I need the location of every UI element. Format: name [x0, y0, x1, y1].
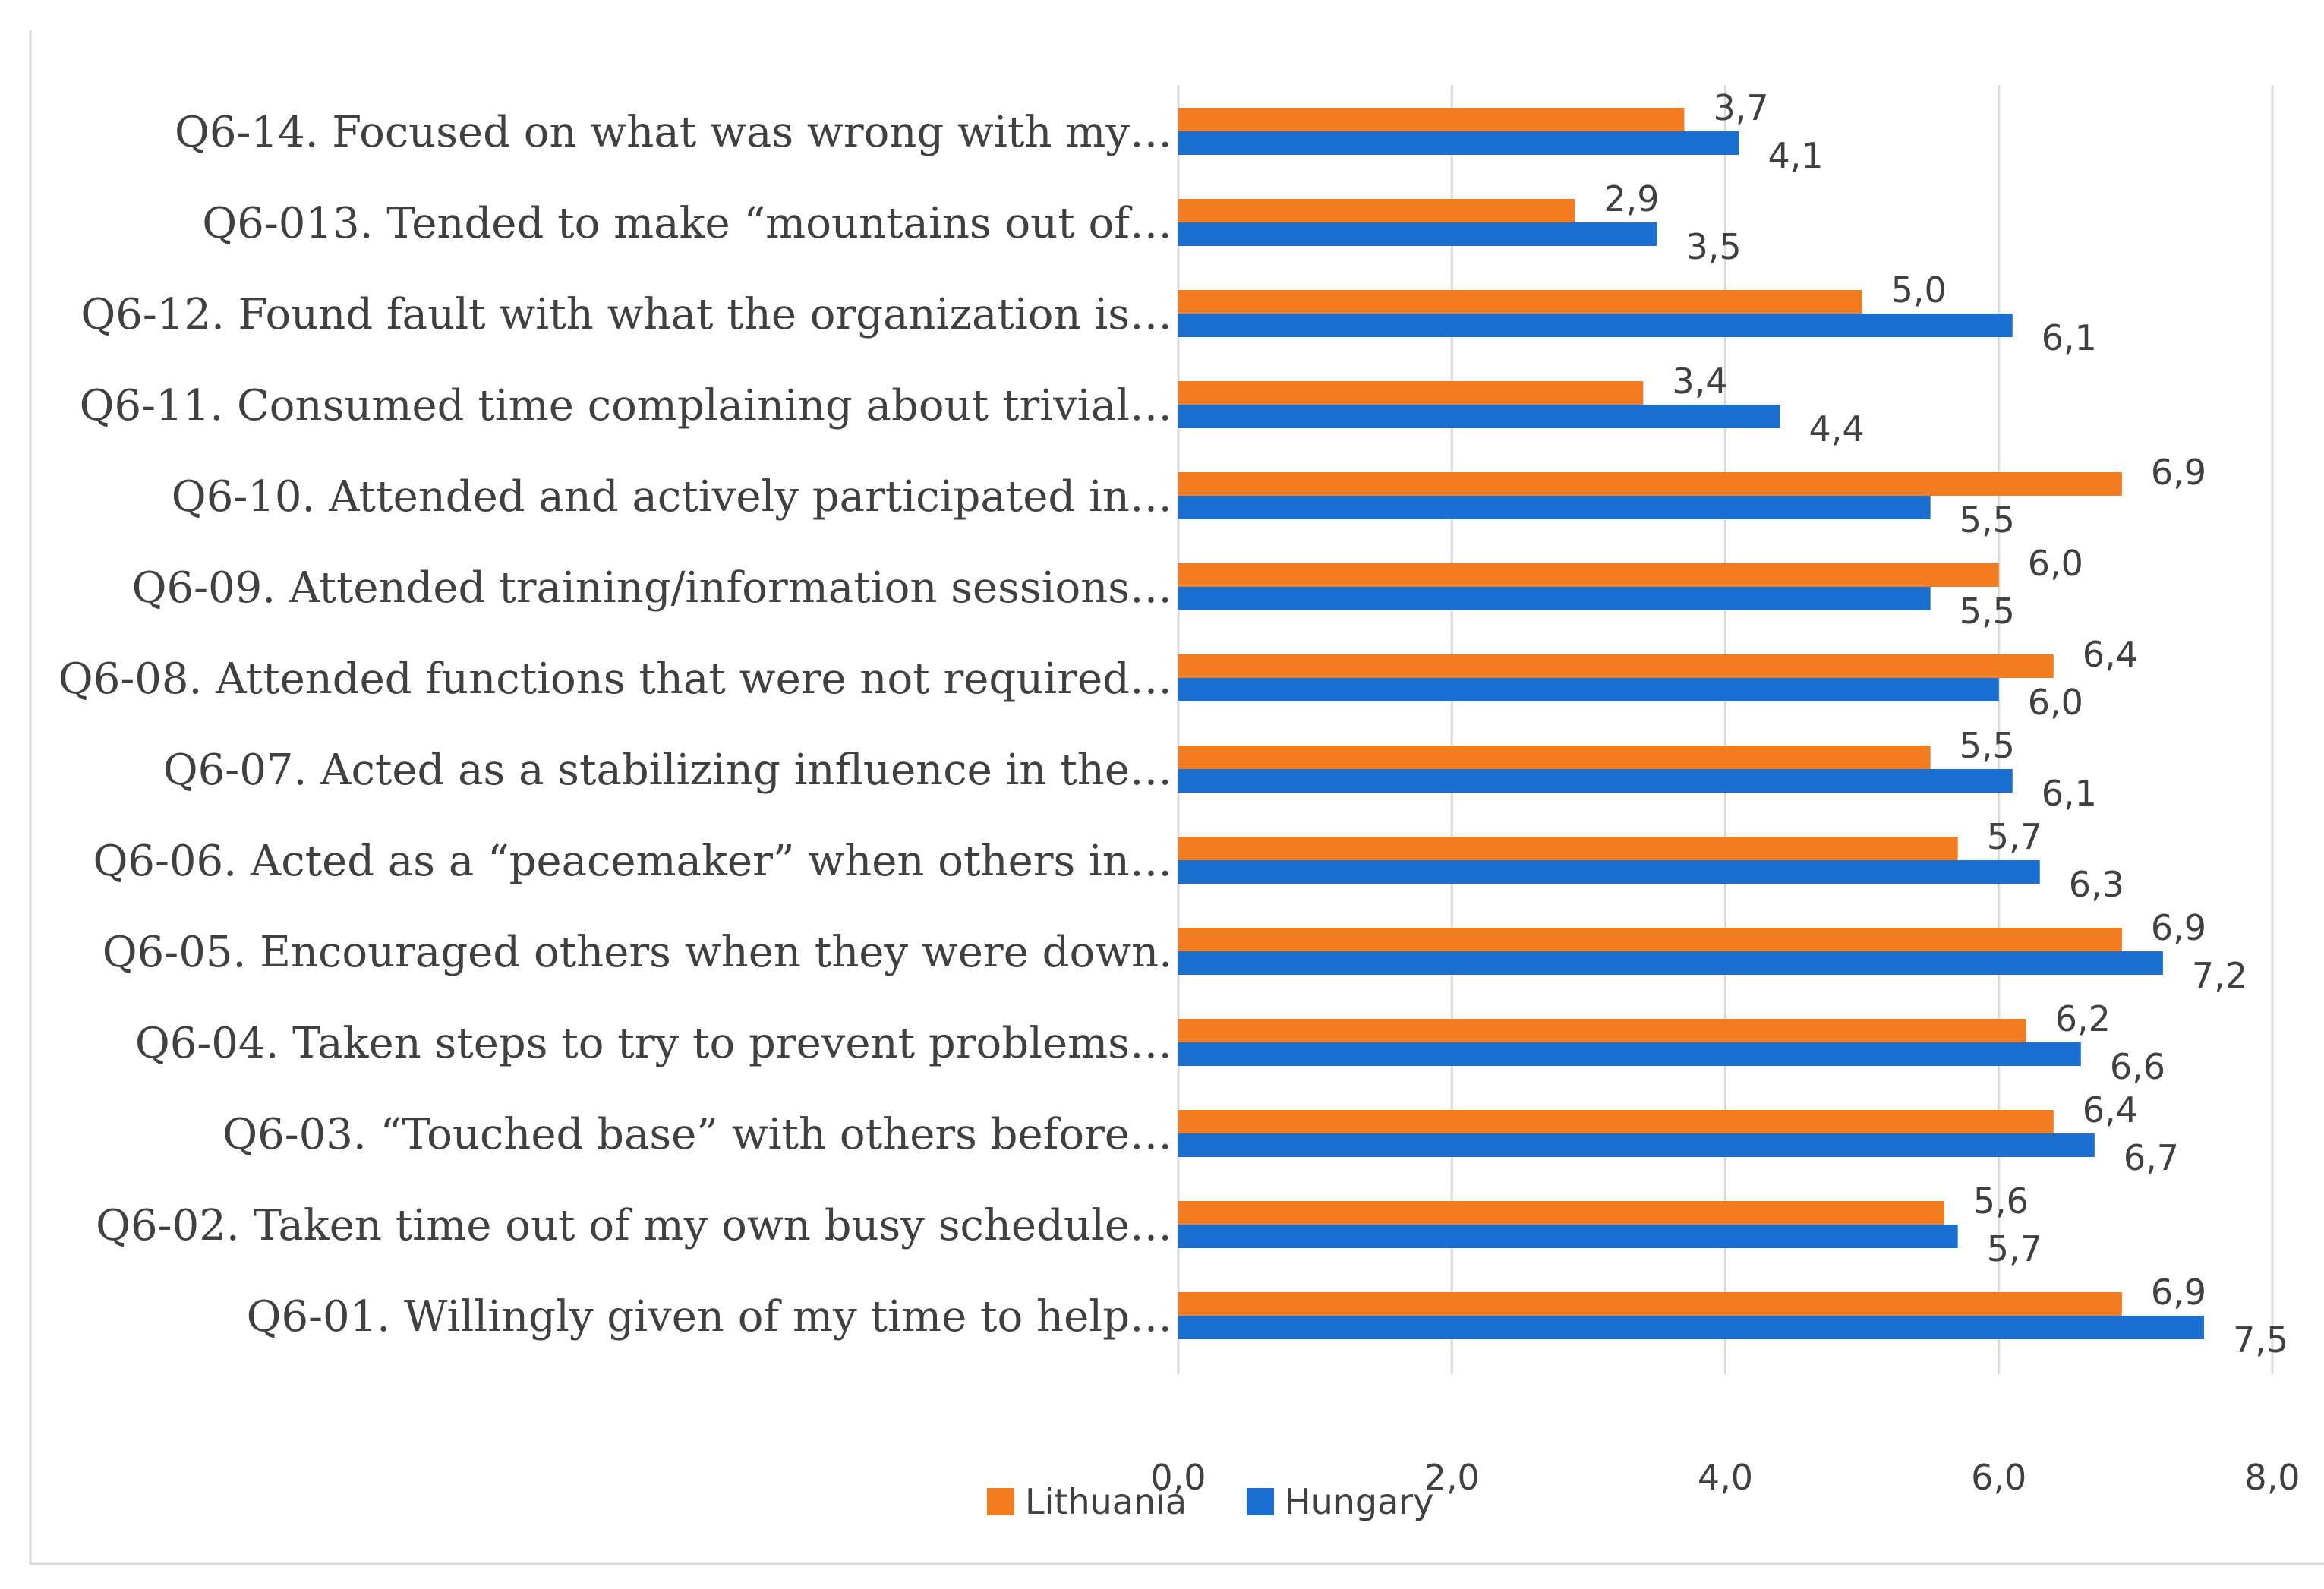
legend-swatch-hungary — [1247, 1488, 1274, 1515]
data-label-lithuania: 6,9 — [2151, 907, 2206, 948]
legend-label-hungary: Hungary — [1285, 1481, 1433, 1522]
data-label-lithuania: 6,2 — [2055, 998, 2111, 1039]
data-label-lithuania: 6,4 — [2083, 1089, 2138, 1130]
bar-hungary — [1178, 222, 1657, 246]
data-label-lithuania: 2,9 — [1603, 178, 1659, 219]
data-label-lithuania: 5,6 — [1973, 1181, 2029, 1222]
x-tick-label: 8,0 — [2244, 1457, 2300, 1498]
bar-hungary — [1178, 1316, 2204, 1339]
data-label-lithuania: 6,9 — [2151, 452, 2206, 493]
category-label: Q6-013. Tended to make “mountains out of… — [202, 199, 1172, 248]
data-label-hungary: 4,4 — [1809, 408, 1865, 449]
data-label-hungary: 4,1 — [1768, 135, 1824, 176]
data-label-lithuania: 3,4 — [1672, 361, 1727, 402]
data-label-hungary: 3,5 — [1685, 226, 1741, 267]
category-label: Q6-14. Focused on what was wrong with my… — [175, 108, 1172, 157]
data-label-hungary: 6,3 — [2069, 864, 2124, 905]
bar-lithuania — [1178, 1292, 2122, 1316]
data-label-hungary: 6,1 — [2042, 317, 2097, 358]
bar-hungary — [1178, 131, 1739, 155]
category-label: Q6-03. “Touched base” with others before… — [222, 1110, 1172, 1159]
x-tick-label: 6,0 — [1971, 1457, 2026, 1498]
data-label-hungary: 5,7 — [1987, 1228, 2042, 1269]
data-label-lithuania: 3,7 — [1713, 87, 1768, 128]
bar-lithuania — [1178, 472, 2122, 496]
bar-hungary — [1178, 496, 1931, 519]
bar-lithuania — [1178, 1201, 1944, 1225]
bar-lithuania — [1178, 928, 2122, 951]
data-label-lithuania: 5,7 — [1987, 816, 2042, 857]
data-label-hungary: 5,5 — [1960, 500, 2015, 541]
category-label: Q6-01. Willingly given of my time to hel… — [247, 1292, 1172, 1342]
bar-hungary — [1178, 1133, 2095, 1157]
bar-lithuania — [1178, 654, 2054, 678]
bar-hungary — [1178, 769, 2013, 793]
data-label-hungary: 6,7 — [2124, 1137, 2179, 1178]
category-label: Q6-04. Taken steps to try to prevent pro… — [135, 1019, 1172, 1068]
data-label-hungary: 6,0 — [2028, 682, 2083, 723]
data-label-lithuania: 6,4 — [2083, 634, 2138, 675]
category-label: Q6-02. Taken time out of my own busy sch… — [96, 1201, 1172, 1250]
category-label: Q6-12. Found fault with what the organiz… — [80, 290, 1172, 339]
bar-lithuania — [1178, 108, 1685, 131]
x-tick-label: 2,0 — [1424, 1457, 1480, 1498]
category-label: Q6-10. Attended and actively participate… — [172, 472, 1172, 522]
bar-lithuania — [1178, 1110, 2054, 1133]
category-label: Q6-06. Acted as a “peacemaker” when othe… — [93, 837, 1172, 886]
bar-lithuania — [1178, 837, 1958, 860]
bar-lithuania — [1178, 1019, 2026, 1042]
bar-hungary — [1178, 405, 1780, 428]
bar-lithuania — [1178, 290, 1862, 314]
category-label: Q6-09. Attended training/information ses… — [132, 563, 1172, 613]
data-label-hungary: 6,6 — [2110, 1046, 2165, 1087]
category-label: Q6-05. Encouraged others when they were … — [102, 928, 1172, 977]
category-label: Q6-07. Acted as a stabilizing influence … — [163, 746, 1172, 795]
legend-swatch-lithuania — [987, 1488, 1014, 1515]
bar-hungary — [1178, 1042, 2081, 1066]
x-tick-label: 0,0 — [1150, 1457, 1206, 1498]
data-label-lithuania: 6,0 — [2028, 543, 2083, 584]
data-label-hungary: 5,5 — [1960, 591, 2015, 632]
bar-lithuania — [1178, 746, 1931, 769]
data-label-lithuania: 5,0 — [1891, 270, 1947, 311]
bar-hungary — [1178, 860, 2040, 884]
bar-hungary — [1178, 678, 1999, 701]
category-label: Q6-11. Consumed time complaining about t… — [80, 381, 1172, 430]
bar-hungary — [1178, 314, 2013, 337]
bar-lithuania — [1178, 199, 1575, 222]
bar-hungary — [1178, 587, 1931, 610]
category-label: Q6-08. Attended functions that were not … — [58, 654, 1172, 704]
data-label-lithuania: 5,5 — [1960, 725, 2015, 766]
bar-hungary — [1178, 951, 2163, 975]
data-label-hungary: 7,5 — [2233, 1319, 2288, 1360]
data-label-lithuania: 6,9 — [2151, 1272, 2206, 1313]
data-label-hungary: 6,1 — [2042, 773, 2097, 814]
bar-lithuania — [1178, 563, 1999, 587]
bar-hungary — [1178, 1225, 1958, 1248]
x-tick-label: 4,0 — [1698, 1457, 1753, 1498]
legend-label-lithuania: Lithuania — [1025, 1481, 1187, 1522]
data-label-hungary: 7,2 — [2192, 955, 2247, 996]
bar-lithuania — [1178, 381, 1644, 405]
